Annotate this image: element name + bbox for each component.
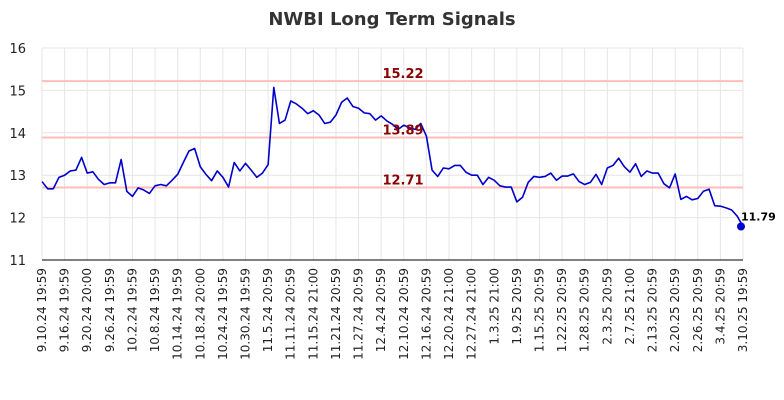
x-tick-label: 10.2.24 19:59: [125, 268, 139, 352]
x-tick-label: 1.28.25 20:59: [578, 268, 592, 352]
x-tick-label: 11.15.24 21:00: [306, 268, 320, 360]
x-tick-label: 9.16.24 19:59: [58, 268, 72, 352]
price-series: [41, 86, 744, 227]
x-tick-label: 10.18.24 20:00: [193, 268, 207, 360]
last-point-label: 11.79: [741, 211, 776, 224]
x-tick-label: 9.20.24 20:00: [80, 268, 94, 352]
x-tick-label: 10.30.24 19:59: [239, 268, 253, 360]
x-tick-label: 1.15.25 20:59: [532, 268, 546, 352]
x-tick-label: 10.8.24 19:59: [148, 268, 162, 352]
x-tick-label: 2.7.25 21:00: [623, 268, 637, 345]
x-tick-label: 1.9.25 20:59: [510, 268, 524, 345]
signal-line-label: 13.89: [382, 123, 423, 138]
x-tick-label: 1.3.25 21:00: [487, 268, 501, 345]
x-tick-label: 2.3.25 20:59: [600, 268, 614, 345]
y-tick-label: 13: [9, 169, 26, 184]
chart-title: NWBI Long Term Signals: [268, 9, 515, 30]
x-tick-label: 10.24.24 19:59: [216, 268, 230, 360]
x-tick-label: 3.10.25 19:59: [736, 268, 750, 352]
x-tick-label: 11.21.24 20:59: [329, 268, 343, 360]
y-tick-label: 12: [9, 212, 26, 227]
x-tick-label: 12.27.24 21:00: [465, 268, 479, 360]
x-axis: 9.10.24 19:59 9.16.24 19:59 9.20.24 20:00 9…: [35, 259, 750, 360]
x-tick-label: 10.14.24 19:59: [171, 268, 185, 360]
x-tick-label: 9.10.24 19:59: [35, 268, 49, 352]
y-tick-label: 15: [9, 84, 26, 99]
x-tick-label: 2.26.25 20:59: [691, 268, 705, 352]
x-tick-label: 12.20.24 21:00: [442, 268, 456, 360]
signal-labels: 15.22 13.89 12.71: [382, 67, 423, 188]
last-point: 11.79: [737, 211, 776, 231]
signal-lines: [42, 80, 743, 189]
y-tick-label: 16: [9, 42, 26, 57]
y-axis: 11 12 13 14 15 16: [9, 42, 26, 269]
signal-line-label: 12.71: [382, 173, 423, 188]
x-tick-label: 12.10.24 20:59: [397, 268, 411, 360]
x-tick-label: 11.27.24 20:59: [352, 268, 366, 360]
y-tick-label: 14: [9, 127, 26, 142]
x-tick-label: 3.4.25 20:59: [713, 268, 727, 345]
x-tick-label: 1.22.25 20:59: [555, 268, 569, 352]
x-tick-label: 9.26.24 19:59: [103, 268, 117, 352]
x-tick-label: 2.20.25 20:59: [668, 268, 682, 352]
x-tick-label: 12.4.24 20:59: [374, 268, 388, 352]
signal-line-label: 15.22: [382, 67, 423, 82]
x-tick-label: 12.16.24 20:59: [419, 268, 433, 360]
x-tick-label: 11.11.24 20:59: [284, 268, 298, 360]
x-tick-label: 2.13.25 20:59: [646, 268, 660, 352]
x-tick-label: 11.5.24 20:59: [261, 268, 275, 352]
last-point-marker: [737, 222, 745, 231]
y-tick-label: 11: [9, 254, 26, 269]
series-line: [41, 86, 744, 227]
